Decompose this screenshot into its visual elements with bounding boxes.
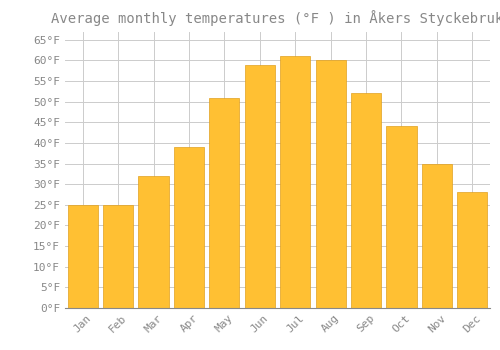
Bar xyxy=(422,163,452,308)
Bar xyxy=(457,193,488,308)
Bar xyxy=(244,64,275,308)
Bar xyxy=(138,176,168,308)
Bar xyxy=(174,147,204,308)
Bar xyxy=(210,98,240,308)
Title: Average monthly temperatures (°F ) in Åkers Styckebruk: Average monthly temperatures (°F ) in Åk… xyxy=(52,10,500,26)
Bar xyxy=(316,61,346,308)
Bar xyxy=(351,93,381,308)
Bar xyxy=(68,205,98,308)
Bar xyxy=(103,205,133,308)
Bar xyxy=(386,126,416,308)
Bar xyxy=(280,56,310,308)
